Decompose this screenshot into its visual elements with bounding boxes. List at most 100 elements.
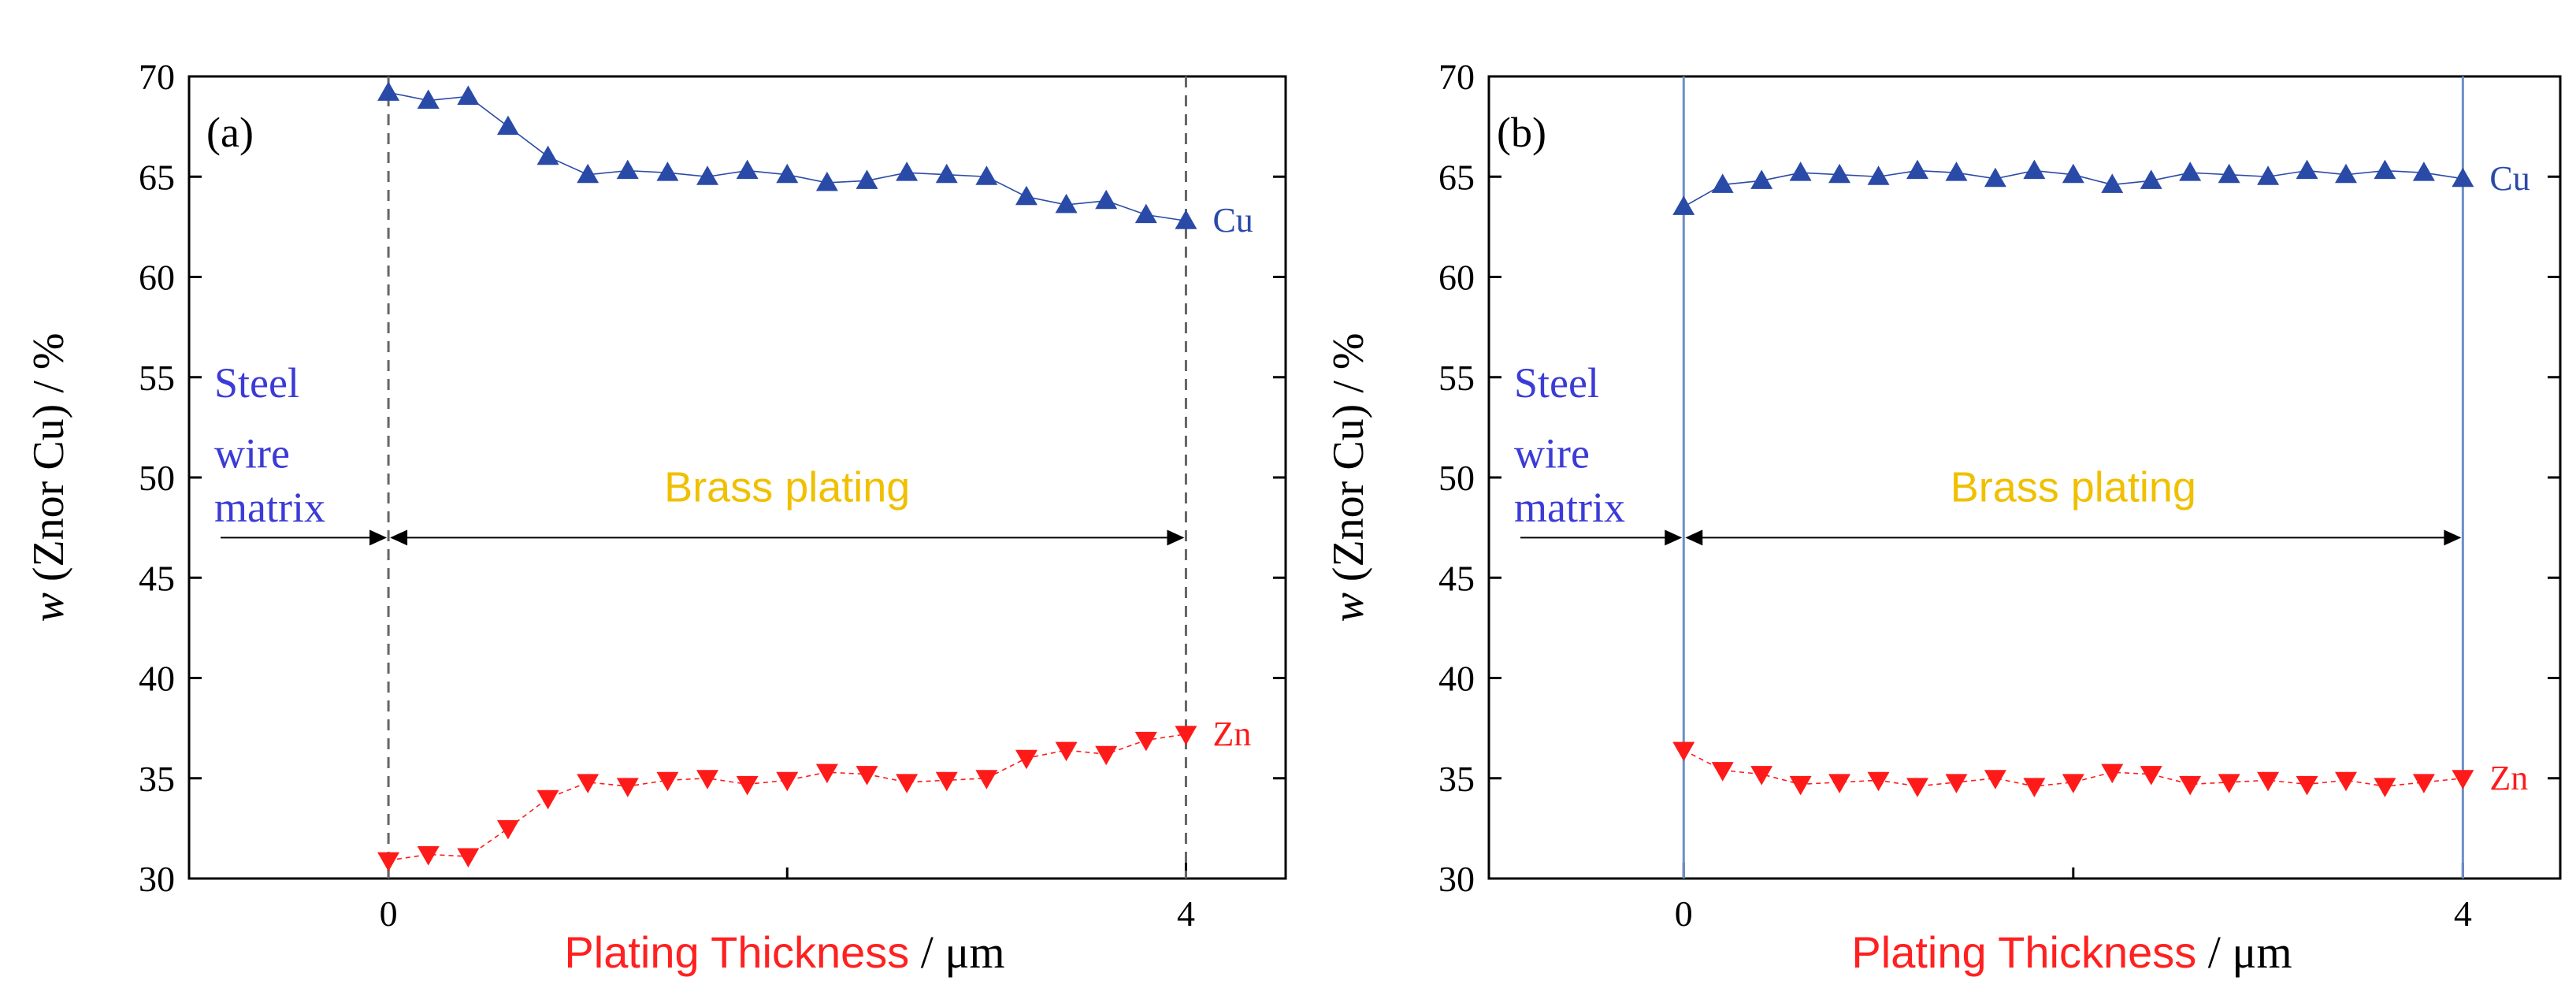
cu-data-point [896, 162, 919, 181]
x-tick-label: 0 [380, 893, 398, 934]
zn-data-point [2335, 771, 2357, 792]
arrow-head [369, 529, 388, 546]
zn-data-point [1672, 741, 1695, 762]
zn-data-point [1828, 774, 1851, 793]
y-tick-label: 70 [139, 57, 175, 97]
zn-data-point [417, 845, 440, 866]
cu-data-point [1134, 203, 1157, 224]
zn-data-point [975, 770, 998, 789]
arrow-head [390, 529, 408, 546]
x-axis-label: Plating Thickness / μm [1851, 927, 2292, 978]
zn-data-point [577, 774, 599, 793]
cu-data-point [1175, 210, 1197, 229]
steel-region-label: matrix [214, 484, 325, 531]
y-axis-label: w (Znor Cu) / % [1324, 332, 1373, 622]
y-axis-label-rest: (Znor Cu) / % [24, 332, 73, 593]
zn-data-point [776, 771, 799, 792]
steel-region-label: wire [1514, 429, 1590, 477]
cu-data-point [1945, 162, 1968, 181]
zn-data-point [1055, 741, 1078, 762]
arrow-head [2444, 529, 2462, 546]
y-tick-label: 70 [1438, 57, 1475, 97]
zn-data-point [656, 771, 679, 792]
zn-data-point [2452, 770, 2474, 789]
zn-data-point [935, 771, 958, 792]
cu-data-point [1015, 185, 1037, 206]
cu-data-point [776, 163, 799, 184]
zn-data-point [2296, 775, 2318, 796]
cu-data-point [2412, 162, 2435, 181]
x-tick-label: 0 [1675, 893, 1693, 934]
zn-data-point [1906, 778, 1928, 797]
cu-series-label: Cu [1212, 201, 1253, 240]
cu-data-point [536, 145, 559, 165]
x-axis-label-red: Plating Thickness [1851, 927, 2196, 977]
x-tick-label: 4 [1177, 893, 1195, 934]
zn-data-point [1175, 726, 1197, 745]
zn-series-label: Zn [2489, 759, 2528, 797]
zn-data-point [2101, 763, 2124, 784]
cu-data-point [1095, 189, 1118, 210]
cu-series-label: Cu [2489, 159, 2530, 198]
cu-data-point [2452, 167, 2474, 188]
y-axis-label-rest: (Znor Cu) / % [1324, 332, 1373, 593]
brass-region-label: Brass plating [664, 464, 910, 511]
chart-b: 30 35 40 45 50 55 60 65 70 0 4 Steel wire matrix Brass… [1324, 57, 2562, 978]
cu-data-point [1750, 169, 1773, 189]
x-tick-label: 4 [2454, 893, 2472, 934]
cu-data-point [1672, 195, 1695, 215]
x-axis-label-unit: / μm [2196, 927, 2292, 978]
panel-label: (b) [1497, 109, 1546, 156]
y-tick-label: 45 [139, 558, 175, 598]
zn-data-point [1867, 771, 1890, 792]
zn-data-point [1789, 775, 1812, 796]
cu-data-point [1867, 165, 1890, 185]
series-line-zn [1683, 749, 2463, 787]
cu-data-point [856, 169, 878, 189]
arrow-head [1167, 529, 1185, 546]
y-tick-label: 50 [139, 458, 175, 498]
x-axis-label: Plating Thickness / μm [564, 927, 1004, 978]
brass-region-label: Brass plating [1951, 464, 2196, 511]
cu-data-point [1906, 159, 1928, 180]
zn-data-point [457, 848, 480, 868]
y-tick-label: 30 [1438, 859, 1475, 899]
cu-data-point [2296, 159, 2318, 180]
zn-data-point [815, 763, 838, 784]
zn-data-point [2412, 774, 2435, 793]
cu-data-point [417, 89, 440, 110]
x-axis-label-unit: / μm [909, 927, 1004, 978]
zn-data-point [1015, 749, 1037, 770]
y-tick-label: 55 [1438, 358, 1475, 398]
cu-data-point [377, 81, 400, 101]
cu-data-point [2218, 163, 2240, 184]
cu-data-point [1828, 163, 1851, 184]
series-line-zn [388, 733, 1186, 861]
y-tick-label: 60 [139, 258, 175, 298]
x-axis-label-red: Plating Thickness [564, 927, 909, 977]
cu-data-point [1789, 162, 1812, 181]
y-tick-label: 65 [1438, 157, 1475, 197]
zn-data-point [1750, 766, 1773, 786]
y-tick-label: 40 [1438, 659, 1475, 699]
cu-data-point [577, 163, 599, 184]
cu-data-point [2023, 159, 2046, 180]
cu-data-point [2257, 165, 2280, 185]
zn-data-point [2218, 774, 2240, 793]
cu-data-point [2374, 159, 2396, 180]
cu-data-point [496, 115, 519, 136]
y-axis-label-italic: w [1324, 593, 1373, 622]
cu-data-point [2140, 169, 2162, 189]
zn-data-point [2179, 775, 2202, 796]
y-tick-label: 55 [139, 358, 175, 398]
cu-data-point [696, 165, 719, 185]
zn-data-point [2374, 778, 2396, 797]
zn-data-point [1095, 745, 1118, 766]
cu-data-point [2062, 163, 2084, 184]
arrow-head [1685, 529, 1703, 546]
y-tick-label: 65 [139, 157, 175, 197]
cu-data-point [1984, 167, 2006, 188]
zn-data-point [2062, 774, 2084, 793]
steel-region-label: matrix [1514, 484, 1625, 531]
steel-region-label: wire [214, 429, 290, 477]
